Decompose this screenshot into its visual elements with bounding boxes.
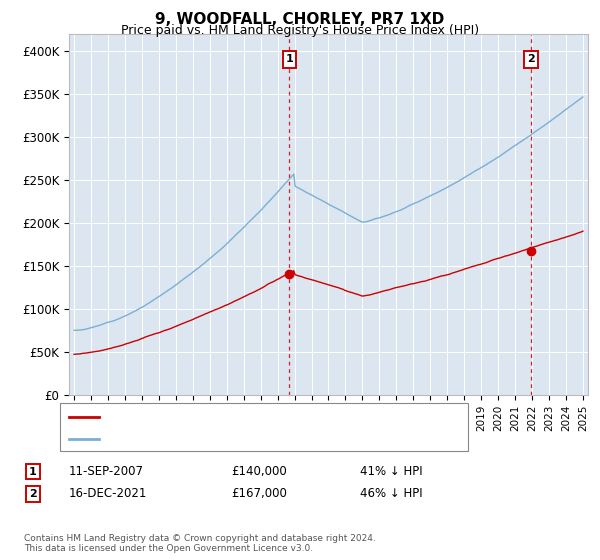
Text: 1: 1 (29, 466, 37, 477)
Text: 2: 2 (29, 489, 37, 499)
Text: 2: 2 (527, 54, 535, 64)
Text: 46% ↓ HPI: 46% ↓ HPI (360, 487, 422, 501)
Text: 41% ↓ HPI: 41% ↓ HPI (360, 465, 422, 478)
Text: £167,000: £167,000 (231, 487, 287, 501)
Text: 9, WOODFALL, CHORLEY, PR7 1XD (detached house): 9, WOODFALL, CHORLEY, PR7 1XD (detached … (105, 413, 398, 422)
Text: HPI: Average price, detached house, Chorley: HPI: Average price, detached house, Chor… (105, 434, 354, 444)
Text: Contains HM Land Registry data © Crown copyright and database right 2024.
This d: Contains HM Land Registry data © Crown c… (24, 534, 376, 553)
Text: 11-SEP-2007: 11-SEP-2007 (69, 465, 144, 478)
Text: £140,000: £140,000 (231, 465, 287, 478)
Text: Price paid vs. HM Land Registry's House Price Index (HPI): Price paid vs. HM Land Registry's House … (121, 24, 479, 36)
Text: 16-DEC-2021: 16-DEC-2021 (69, 487, 148, 501)
Text: 9, WOODFALL, CHORLEY, PR7 1XD: 9, WOODFALL, CHORLEY, PR7 1XD (155, 12, 445, 27)
Text: 1: 1 (286, 54, 293, 64)
